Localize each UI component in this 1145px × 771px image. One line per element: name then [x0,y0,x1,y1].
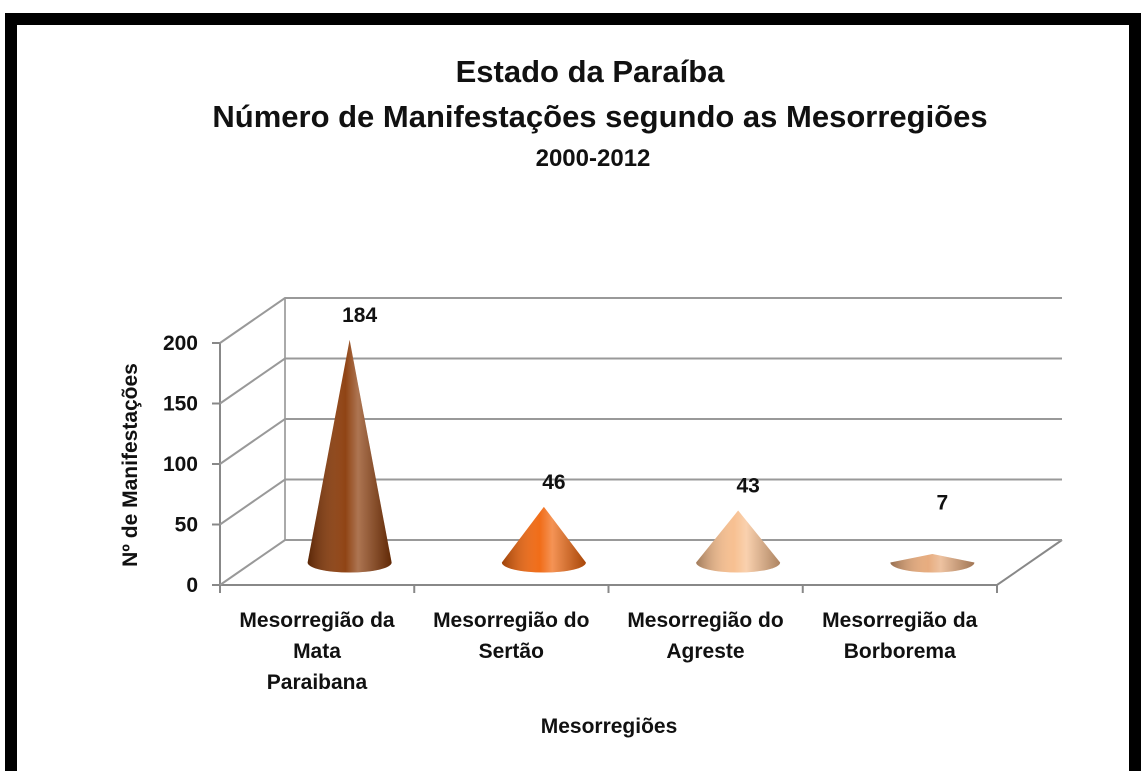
x-tick-label: Mesorregião da Borborema [822,609,978,663]
x-tick-label: Mesorregião da Mata Paraibana [239,609,395,694]
y-tick-label: 50 [175,514,198,537]
y-tick-label: 0 [186,574,198,597]
cone-shading [696,510,781,573]
chart-subtitle: 2000-2012 [536,145,651,172]
x-axis-label: Mesorregiões [541,715,678,738]
cone-shading [890,554,975,573]
data-label: 184 [342,304,377,327]
y-tick-label: 150 [163,393,198,416]
data-label: 7 [937,492,949,515]
grid-line [219,418,1062,465]
chart-title: Estado da Paraíba [456,54,726,89]
cone-shading [501,506,586,573]
grid-line [219,539,1062,586]
y-tick-label: 200 [163,332,198,355]
chart-title: Número de Manifestações segundo as Mesor… [212,99,987,134]
grid-line [219,297,1062,344]
cone-shading [307,339,392,573]
x-tick-label: Mesorregião do Agreste [627,609,784,663]
data-label: 46 [542,471,565,494]
chart-frame [5,13,1141,771]
grid-line [219,478,1062,526]
x-tick-label: Mesorregião do Sertão [433,609,590,663]
data-label: 43 [736,474,759,497]
y-tick-label: 100 [163,453,198,476]
grid-line [219,357,1062,405]
y-axis-label: Nº de Manifestações [119,363,142,567]
